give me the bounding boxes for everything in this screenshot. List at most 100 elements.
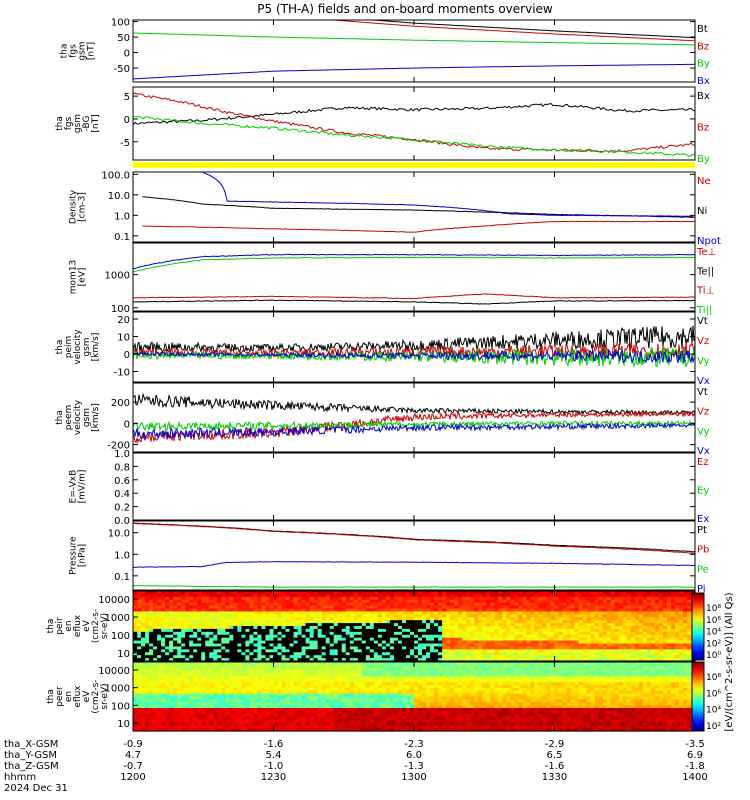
ylabel-fgs-dsl: tha fgs gsm -BG [nT] — [55, 114, 101, 133]
ylabel-line: [eV] — [78, 268, 88, 287]
legend-ex: Ex — [697, 514, 709, 525]
panel-fgs-dsl: tha fgs gsm -BG [nT] 5 0 -5 Bx Bz By — [55, 86, 710, 165]
ylabel-density: Density [cm-3] — [69, 189, 88, 224]
ytick-label: 1.0 — [114, 211, 130, 222]
ylabel-line: gsm — [82, 408, 92, 427]
ylabel-line: [nPa] — [78, 544, 88, 567]
panel-peer-energy: tha peer en eflux eV (cm2-s-sr-eV) 10000 1000 10… — [46, 661, 696, 732]
xaxis-value: 1330 — [542, 772, 567, 783]
ylabel-line: eV — [82, 619, 92, 632]
xaxis-value: -1.0 — [264, 761, 284, 772]
series-vz — [133, 410, 695, 444]
panel-frame — [132, 452, 696, 521]
ytick-label: 1000 — [105, 684, 130, 695]
xaxis-value: -1.3 — [404, 761, 424, 772]
panel-peem-velocity: tha peem velocity gsm [km/s] 200 0 -200 Vt Vz Vy Vx — [55, 382, 710, 457]
series-group — [133, 522, 695, 588]
series-pb — [133, 522, 695, 554]
legend-bz: Bz — [697, 123, 709, 134]
ytick-label: 1000 — [105, 613, 130, 624]
ytick-label: 10.0 — [108, 191, 130, 202]
xaxis-row-label: hhmm — [4, 772, 36, 783]
ylabel-peem-velocity: tha peem velocity gsm [km/s] — [55, 399, 101, 435]
xaxis-value: 1200 — [120, 772, 145, 783]
legend-vz: Vz — [697, 336, 709, 347]
ytick-label: 1.0 — [114, 550, 130, 561]
ytick-label: 200 — [111, 398, 130, 409]
ylabel-fgs: tha fgs gsm [nT] — [60, 41, 97, 60]
ytick-label: 10.0 — [108, 529, 130, 540]
xaxis-value: 6.0 — [406, 750, 422, 761]
ytick-label: 0.4 — [114, 489, 130, 500]
ylabel-line: [km/s] — [91, 333, 101, 362]
xaxis-value: -2.9 — [545, 739, 565, 750]
legend-pe: Pe — [697, 564, 709, 575]
xaxis-value: 5.4 — [266, 750, 282, 761]
series-ti⊥ — [133, 293, 695, 300]
series-bx — [133, 63, 695, 80]
x-axis-labels: tha_X-GSM -0.9 -1.6 -2.3 -2.9 -3.5 tha_Y-GSM 4.… — [4, 739, 708, 794]
ytick-label: 1000 — [105, 271, 130, 282]
xaxis-value: -2.3 — [404, 739, 424, 750]
panel-frame — [132, 86, 696, 161]
legend-bt: Bt — [697, 24, 708, 35]
ytick-label: -10 — [114, 368, 130, 379]
figure-title: P5 (TH-A) fields and on-board moments ov… — [257, 2, 553, 16]
series-pi — [133, 561, 695, 568]
ylabel-line: eflux — [73, 685, 83, 708]
ylabel-line: gsm — [82, 337, 92, 356]
ytick-label: -50 — [114, 64, 130, 75]
ylabel-line: fgs — [64, 116, 74, 130]
legend-pi: Pi — [697, 584, 706, 595]
ytick-label: 100 — [111, 304, 130, 315]
series-bz — [326, 20, 695, 42]
xaxis-value: -1.6 — [264, 739, 284, 750]
xaxis-row-label: tha_Z-GSM — [4, 761, 59, 772]
ylabel-line: en — [64, 620, 74, 631]
series-ne — [142, 220, 695, 233]
legend-ti⊥: Ti⊥ — [696, 286, 714, 297]
ylabel-line: peer — [55, 686, 65, 707]
ytick-label: 0.0 — [114, 516, 130, 527]
ylabel-efield: E=-VxB [mV/m] — [69, 470, 88, 504]
legend-te⊥: Te⊥ — [696, 247, 716, 258]
legend-vx: Vx — [697, 376, 710, 387]
panel-pressure: Pressure [nPa] 10.0 1.0 0.1 Pt Pb Pe Pi — [69, 520, 709, 595]
xaxis-value: -0.9 — [123, 739, 143, 750]
legend-ey: Ey — [697, 486, 709, 497]
ylabel-line: gsm — [78, 41, 88, 60]
xaxis-value: -1.8 — [685, 761, 705, 772]
heatmap-peer-energy — [133, 662, 696, 732]
legend-ez: Ez — [697, 457, 709, 468]
ylabel-line: peem — [64, 405, 74, 431]
xaxis-value: -3.5 — [685, 739, 705, 750]
ylabel-line: Pressure — [69, 536, 79, 575]
colorbar-tick: 10² — [706, 639, 721, 649]
ytick-label: 5 — [124, 92, 130, 103]
ylabel-line: sr-eV) — [100, 683, 110, 709]
series-group — [133, 392, 695, 444]
series-vt — [133, 325, 695, 354]
colorbar-label: [eV/(cm^2-s-sr-eV)] (All Qs) — [724, 592, 735, 731]
series-vt — [133, 392, 695, 416]
ylabel-line: (cm2-s- — [91, 679, 101, 713]
xaxis-value: 1300 — [401, 772, 426, 783]
ylabel-line: [nT] — [87, 42, 97, 60]
series-te|| — [133, 299, 695, 305]
xaxis-row-label: tha_Y-GSM — [4, 750, 57, 761]
ylabel-peir-energy: tha peir en eflux eV (cm2-s-sr-eV) — [46, 609, 110, 643]
ylabel-line: gsm — [73, 114, 83, 133]
ylabel-line: (cm2-s- — [91, 609, 101, 643]
ylabel-line: Density — [69, 189, 79, 224]
series-by — [133, 115, 695, 158]
xaxis-value: -1.6 — [545, 761, 565, 772]
ylabel-line: velocity — [73, 329, 83, 365]
ylabel-line: E=-VxB — [69, 470, 79, 504]
series-vy — [133, 419, 695, 432]
legend-by: By — [697, 59, 710, 70]
legend-ne: Ne — [697, 176, 711, 187]
ytick-label: 0.2 — [114, 503, 130, 514]
ytick-label: 100 — [111, 631, 130, 642]
